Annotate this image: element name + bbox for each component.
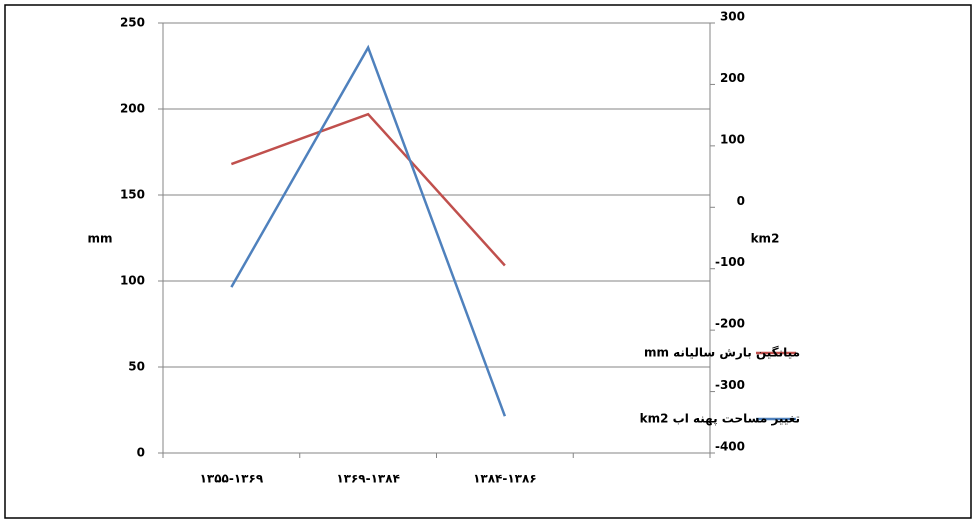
legend-label: تغییر مساحت پهنه اب km2: [640, 412, 800, 426]
series-line: [230, 44, 507, 417]
y2-tick-label: 100: [720, 132, 745, 146]
y2-tick-label: -400: [715, 440, 745, 454]
y2-tick-label: 0: [737, 194, 745, 208]
y2-tick-label: 300: [720, 10, 745, 24]
y-tick-label: 0: [137, 446, 145, 460]
series-line: [230, 112, 506, 267]
chart-border: [4, 4, 972, 519]
y-tick-label: 150: [120, 188, 145, 202]
y2-tick-label: -200: [715, 317, 745, 331]
y-axis-label: mm: [87, 232, 112, 246]
x-tick-label: ۱۳۶۹-۱۳۸۴: [336, 472, 400, 486]
x-tick-label: ۱۳۸۴-۱۳۸۶: [473, 472, 537, 486]
y2-axis-label: km2: [751, 232, 780, 246]
y-tick-label: 200: [120, 102, 145, 116]
y2-tick-label: 200: [720, 71, 745, 85]
y-tick-label: 100: [120, 274, 145, 288]
y-tick-label: 50: [128, 360, 145, 374]
legend-label: میانگین بارش سالیانه mm: [644, 346, 800, 360]
y2-tick-label: -300: [715, 378, 745, 392]
x-tick-label: ۱۳۵۵-۱۳۶۹: [200, 472, 264, 486]
y2-tick-label: -100: [715, 255, 745, 269]
y-tick-label: 250: [120, 16, 145, 30]
